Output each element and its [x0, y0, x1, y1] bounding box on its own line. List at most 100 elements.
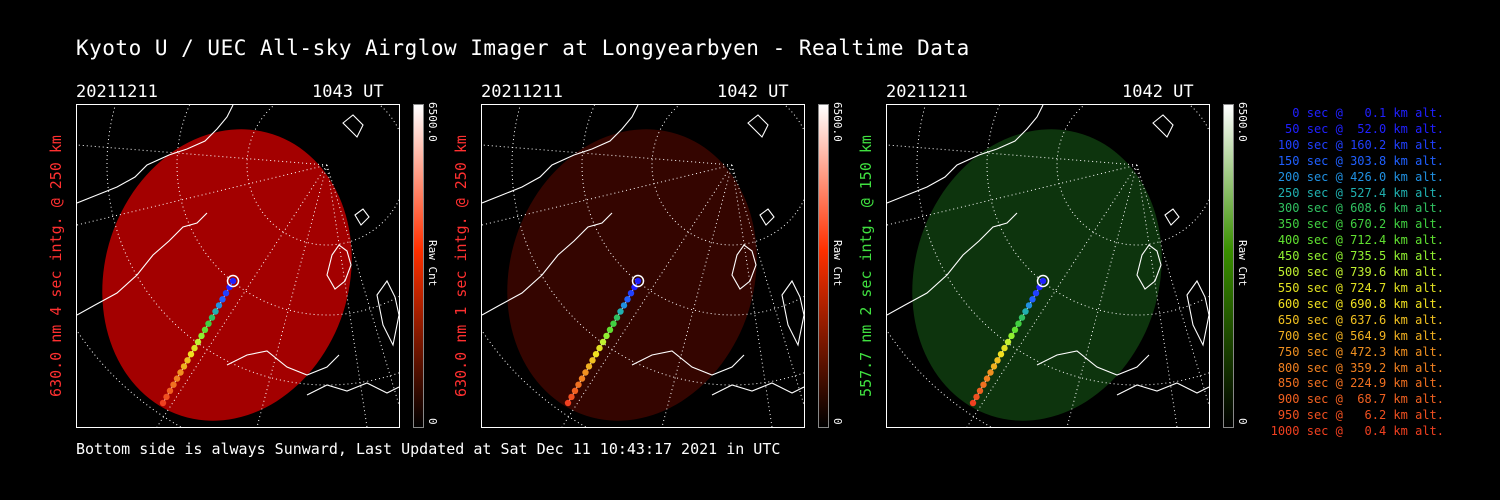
- trajectory-point: [215, 302, 223, 309]
- panel-2: 20211211 1042 UT 630.0 nm 1 sec intg. @ …: [452, 82, 901, 432]
- colorbar-max-text: 6500.0: [831, 102, 844, 142]
- legend-entry: 600 sec @ 690.8 km alt.: [1277, 296, 1444, 311]
- trajectory-point: [592, 351, 600, 358]
- trajectory-point: [1032, 290, 1040, 297]
- meridian-line: [887, 164, 1138, 226]
- colorbar-min: 0: [831, 418, 851, 431]
- trajectory-point: [173, 375, 181, 382]
- panel-date: 20211211: [76, 82, 158, 102]
- panel-time: 1043 UT: [312, 82, 384, 102]
- colorbar-unit-text: Raw Cnt: [1236, 240, 1249, 287]
- meridian-line: [482, 144, 733, 166]
- panel-1: 20211211 1043 UT 630.0 nm 4 sec intg. @ …: [47, 82, 496, 432]
- coastline: [326, 244, 352, 290]
- trajectory-point: [184, 357, 191, 364]
- coastline: [747, 114, 769, 138]
- coastline: [759, 208, 775, 226]
- coastline: [342, 114, 364, 138]
- airglow-region: [912, 129, 1162, 421]
- trajectory-point: [1008, 332, 1015, 340]
- trajectory-point: [624, 296, 631, 303]
- airglow-region: [102, 129, 352, 421]
- trajectory-point: [1039, 277, 1047, 285]
- trajectory-point: [613, 314, 621, 321]
- trajectory-point: [1022, 308, 1029, 315]
- meridian-line: [561, 164, 733, 427]
- legend-entry: 700 sec @ 564.9 km alt.: [1277, 328, 1444, 343]
- trajectory-point: [983, 375, 991, 382]
- trajectory-point: [980, 381, 987, 388]
- trajectory-point: [198, 332, 205, 340]
- trajectory-point: [976, 387, 984, 394]
- station-marker: [631, 274, 645, 288]
- trajectory-point: [603, 332, 610, 340]
- trajectory-point: [575, 381, 582, 388]
- colorbar-unit-text: Raw Cnt: [831, 240, 844, 287]
- trajectory-point: [610, 320, 617, 327]
- legend-entry: 350 sec @ 670.2 km alt.: [1277, 217, 1444, 232]
- trajectory-point: [1018, 314, 1026, 321]
- coastline: [1036, 350, 1150, 376]
- footer-note: Bottom side is always Sunward, Last Upda…: [76, 440, 781, 458]
- coastline: [711, 382, 804, 396]
- trajectory-point: [166, 387, 174, 394]
- trajectory-point: [177, 369, 184, 376]
- allsky-map: [887, 105, 1209, 427]
- trajectory-point: [212, 308, 219, 315]
- trajectory-point: [1004, 338, 1012, 346]
- trajectory-point: [582, 369, 589, 376]
- legend-entry: 300 sec @ 608.6 km alt.: [1277, 201, 1444, 216]
- meridian-line: [1136, 164, 1178, 427]
- legend-entry: 800 sec @ 359.2 km alt.: [1277, 360, 1444, 375]
- coastline: [482, 212, 613, 316]
- trajectory-point: [187, 351, 195, 358]
- trajectory-point: [163, 393, 170, 401]
- colorbar-min: 0: [1236, 418, 1256, 431]
- panel-time: 1042 UT: [717, 82, 789, 102]
- panel-time: 1042 UT: [1122, 82, 1194, 102]
- meridian-line: [966, 164, 1138, 427]
- coastline: [1116, 382, 1209, 396]
- trajectory-point: [596, 344, 603, 352]
- legend-entry: 50 sec @ 52.0 km alt.: [1285, 121, 1444, 136]
- trajectory-point: [229, 277, 237, 285]
- panel-ylabel: 630.0 nm 1 sec intg. @ 250 km: [451, 104, 471, 428]
- colorbar-max-text: 6500.0: [426, 102, 439, 142]
- trajectory-point: [627, 290, 635, 297]
- trajectory-point: [208, 314, 216, 321]
- colorbar: [413, 104, 424, 428]
- legend-entry: 250 sec @ 527.4 km alt.: [1277, 185, 1444, 200]
- coastline: [781, 279, 804, 347]
- colorbar-max-text: 6500.0: [1236, 102, 1249, 142]
- trajectory-point: [585, 363, 593, 370]
- legend-entry: 200 sec @ 426.0 km alt.: [1277, 169, 1444, 184]
- allsky-map: [482, 105, 804, 427]
- allsky-image: [76, 104, 400, 428]
- station-marker: [1036, 274, 1050, 288]
- trajectory-legend: 0 sec @ 0.1 km alt. 50 sec @ 52.0 km alt.…: [1260, 106, 1444, 440]
- trajectory-point: [191, 344, 198, 352]
- coastline: [731, 244, 757, 290]
- trajectory-point: [180, 363, 188, 370]
- legend-entry: 850 sec @ 224.9 km alt.: [1277, 376, 1444, 391]
- coastline: [631, 350, 745, 376]
- legend-entry: 650 sec @ 637.6 km alt.: [1277, 312, 1444, 327]
- meridian-line: [1136, 164, 1209, 406]
- trajectory-point: [568, 393, 575, 401]
- colorbar-unit-text: Raw Cnt: [426, 240, 439, 287]
- panel-date: 20211211: [886, 82, 968, 102]
- meridian-line: [326, 164, 368, 427]
- panel-ylabel-text: 557.7 nm 2 sec intg. @ 150 km: [857, 135, 875, 397]
- allsky-image: [481, 104, 805, 428]
- legend-entry: 1000 sec @ 0.4 km alt.: [1270, 424, 1444, 439]
- meridian-line: [887, 144, 1138, 166]
- meridian-line: [326, 164, 399, 406]
- trajectory-point: [159, 399, 167, 407]
- panel-ylabel: 630.0 nm 4 sec intg. @ 250 km: [46, 104, 66, 428]
- trajectory-point: [589, 357, 596, 364]
- panel-ylabel-text: 630.0 nm 1 sec intg. @ 250 km: [452, 135, 470, 397]
- colorbar-min-text: 0: [831, 418, 844, 425]
- panel-3: 20211211 1042 UT 557.7 nm 2 sec intg. @ …: [857, 82, 1306, 432]
- coastline: [77, 212, 208, 316]
- trajectory-point: [1001, 344, 1008, 352]
